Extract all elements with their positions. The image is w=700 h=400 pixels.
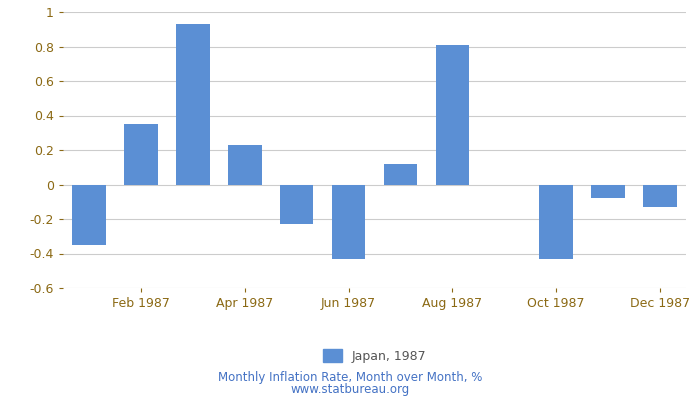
Legend: Japan, 1987: Japan, 1987: [318, 344, 431, 368]
Text: www.statbureau.org: www.statbureau.org: [290, 384, 410, 396]
Bar: [384, 164, 417, 184]
Bar: [176, 24, 210, 184]
Bar: [332, 184, 365, 259]
Bar: [228, 145, 262, 184]
Bar: [124, 124, 158, 184]
Bar: [435, 45, 469, 184]
Bar: [592, 184, 625, 198]
Bar: [643, 184, 677, 207]
Bar: [280, 184, 314, 224]
Bar: [539, 184, 573, 259]
Bar: [72, 184, 106, 245]
Text: Monthly Inflation Rate, Month over Month, %: Monthly Inflation Rate, Month over Month…: [218, 372, 482, 384]
